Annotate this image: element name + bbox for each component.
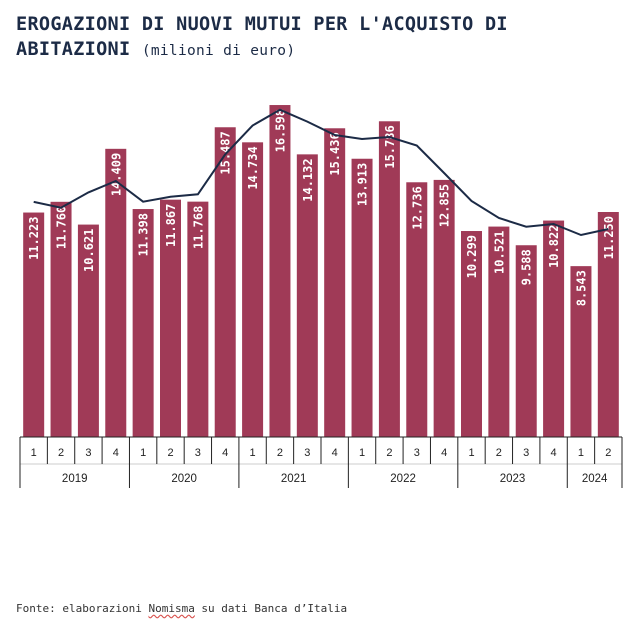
bar (23, 212, 45, 437)
bar-value-label: 10.299 (465, 235, 479, 278)
bar (324, 128, 346, 437)
quarter-label: 1 (250, 447, 256, 459)
quarter-label: 3 (523, 447, 529, 459)
chart-title: EROGAZIONI DI NUOVI MUTUI PER L'ACQUISTO… (16, 12, 628, 64)
bar-value-label: 11.768 (191, 206, 205, 249)
bar (160, 199, 181, 437)
quarter-label: 3 (195, 447, 201, 459)
bar-value-label: 9.588 (520, 249, 534, 285)
bar (214, 127, 236, 437)
quarter-label: 1 (468, 447, 474, 459)
year-label: 2024 (582, 473, 608, 485)
bar-value-label: 13.913 (356, 163, 370, 206)
quarter-label: 2 (58, 447, 64, 459)
bar-value-label: 11.398 (137, 213, 151, 256)
bar-value-label: 14.734 (246, 146, 260, 189)
bar-value-label: 14.409 (109, 153, 123, 196)
bar-value-label: 11.250 (602, 216, 616, 259)
year-label: 2020 (171, 473, 197, 485)
source-prefix: Fonte: elaborazioni (16, 602, 149, 615)
bar (406, 182, 428, 437)
bar (597, 212, 619, 437)
bar (269, 105, 291, 437)
source-note: Fonte: elaborazioni Nomisma su dati Banc… (16, 602, 347, 615)
quarter-label: 2 (605, 447, 611, 459)
bar-value-label: 14.132 (301, 158, 315, 201)
quarter-label: 4 (441, 447, 447, 459)
bar (515, 245, 537, 437)
trend-line (33, 108, 609, 237)
bar-value-label: 15.436 (328, 132, 342, 175)
quarter-label: 4 (551, 447, 557, 459)
bar (296, 154, 318, 438)
quarter-label: 2 (496, 447, 502, 459)
bar-value-label: 10.521 (492, 231, 506, 274)
bar (378, 121, 400, 437)
bar (543, 220, 565, 437)
quarter-label: 1 (31, 447, 37, 459)
bar-value-label: 10.822 (547, 225, 561, 268)
year-label: 2019 (62, 473, 88, 485)
quarter-label: 3 (85, 447, 91, 459)
bar-value-label: 11.867 (164, 204, 178, 247)
chart-title-main: EROGAZIONI DI NUOVI MUTUI PER L'ACQUISTO… (16, 14, 508, 60)
quarter-label: 1 (578, 447, 584, 459)
bar (187, 201, 209, 437)
bar-value-label: 16.598 (273, 109, 287, 152)
bar (351, 158, 373, 438)
bar (50, 201, 72, 437)
quarter-label: 3 (304, 447, 310, 459)
bar (570, 266, 592, 437)
year-label: 2023 (500, 473, 526, 485)
bar (132, 209, 154, 437)
bar (433, 179, 455, 437)
bar-value-label: 11.760 (55, 206, 69, 249)
bar (105, 148, 127, 437)
quarter-label: 1 (359, 447, 365, 459)
bar-value-label: 8.543 (574, 270, 588, 306)
quarter-label: 2 (277, 447, 283, 459)
quarter-label: 4 (113, 447, 119, 459)
bar-value-label: 12.736 (410, 186, 424, 229)
bar-value-label: 10.621 (82, 229, 96, 272)
source-suffix: su dati Banca d’Italia (194, 602, 348, 615)
quarter-label: 1 (140, 447, 146, 459)
quarter-label: 2 (386, 447, 392, 459)
quarter-label: 4 (332, 447, 338, 459)
quarter-label: 4 (222, 447, 228, 459)
quarter-label: 2 (167, 447, 173, 459)
year-label: 2021 (281, 473, 307, 485)
year-label: 2022 (390, 473, 416, 485)
bar-value-label: 12.855 (438, 184, 452, 227)
bar (461, 231, 482, 437)
bar (242, 142, 264, 437)
bar-value-label: 15.786 (383, 125, 397, 168)
quarter-label: 3 (414, 447, 420, 459)
bar (488, 226, 510, 437)
source-brand: Nomisma (148, 602, 195, 615)
chart-title-unit: (milioni di euro) (141, 43, 296, 59)
bar (77, 224, 99, 437)
bar-value-label: 11.223 (27, 217, 41, 260)
